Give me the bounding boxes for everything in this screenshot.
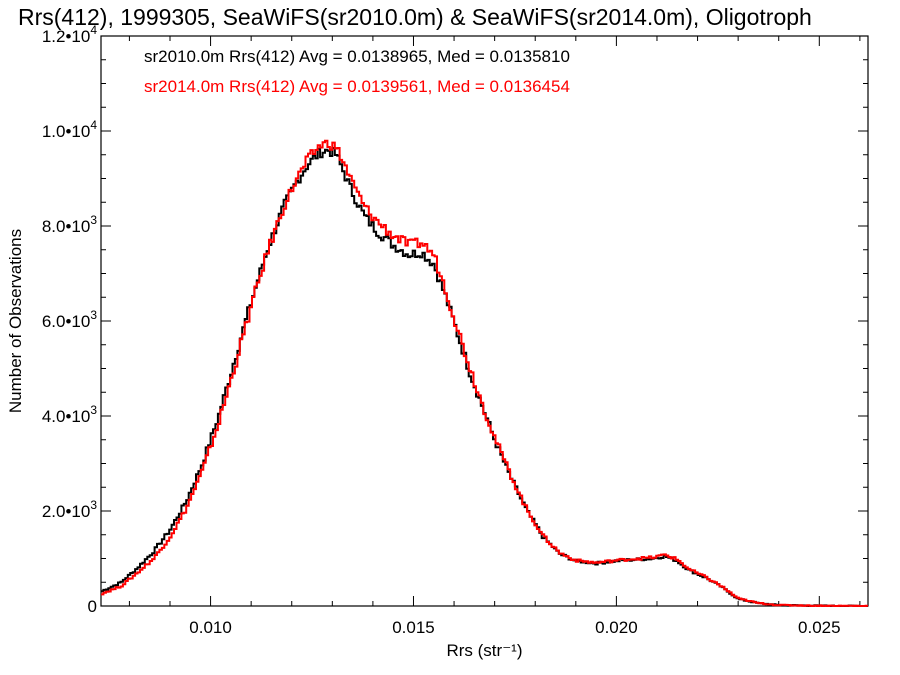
chart-title: Rrs(412), 1999305, SeaWiFS(sr2010.0m) & … <box>18 4 812 30</box>
y-tick-label: 6.0•103 <box>42 308 98 331</box>
x-axis-label: Rrs (str⁻¹) <box>446 641 522 660</box>
y-axis-label: Number of Observations <box>6 229 25 413</box>
y-tick-label: 1.2•104 <box>42 23 98 46</box>
legend-annotation-sr2010: sr2010.0m Rrs(412) Avg = 0.0138965, Med … <box>144 47 570 66</box>
y-tick-label: 2.0•103 <box>42 498 98 521</box>
legend-annotation-sr2014: sr2014.0m Rrs(412) Avg = 0.0139561, Med … <box>144 77 570 96</box>
x-tick-label: 0.025 <box>798 618 841 637</box>
y-tick-label: 0 <box>88 597 97 616</box>
y-tick-label: 4.0•103 <box>42 403 98 426</box>
x-tick-label: 0.015 <box>392 618 435 637</box>
y-axis-ticks: 0 2.0•103 4.0•103 6.0•103 8.0•103 1.0•104 1.2•… <box>42 23 868 616</box>
y-tick-label: 1.0•104 <box>42 118 98 141</box>
x-tick-label: 0.010 <box>189 618 232 637</box>
x-tick-label: 0.020 <box>595 618 638 637</box>
histogram-series-0 <box>101 147 868 607</box>
plot-frame <box>100 35 869 607</box>
series-layer <box>101 139 868 607</box>
histogram-series-1 <box>101 139 868 607</box>
x-axis-ticks: 0.010 0.015 0.020 0.025 <box>128 36 861 637</box>
y-tick-label: 8.0•103 <box>42 213 98 236</box>
